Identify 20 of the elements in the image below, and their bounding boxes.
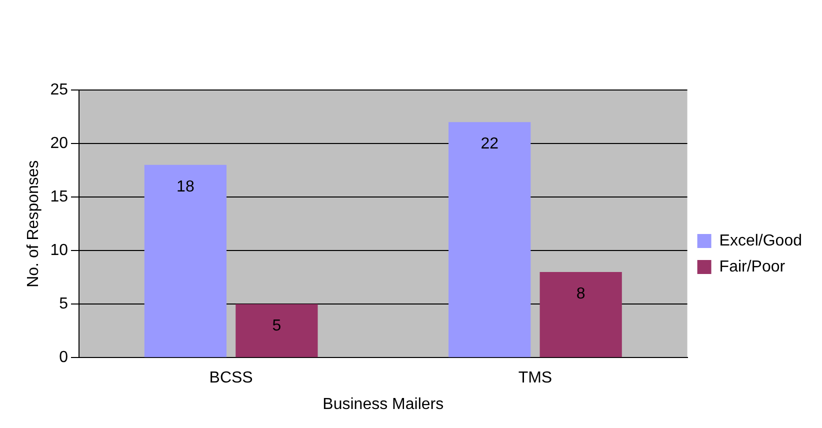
y-tick-label: 0 (59, 349, 68, 366)
legend-label: Excel/Good (719, 232, 802, 250)
y-tick-label: 5 (59, 295, 68, 312)
x-tick-label: BCSS (209, 370, 253, 387)
x-axis-title: Business Mailers (322, 396, 444, 413)
data-label: 18 (176, 178, 194, 196)
legend-label: Fair/Poor (719, 258, 786, 276)
y-axis-title: No. of Responses (25, 160, 42, 288)
y-tick-label: 15 (50, 188, 68, 206)
y-tick-label: 20 (50, 134, 68, 152)
y-tick-label: 25 (50, 81, 68, 98)
bar (540, 272, 622, 358)
x-tick-label: TMS (518, 370, 552, 387)
y-tick-label: 10 (50, 242, 68, 259)
bar (144, 164, 227, 358)
data-label: 22 (480, 136, 499, 153)
bar (236, 304, 318, 358)
data-label: 8 (576, 285, 586, 302)
bar (448, 122, 531, 358)
data-label: 5 (272, 317, 282, 334)
